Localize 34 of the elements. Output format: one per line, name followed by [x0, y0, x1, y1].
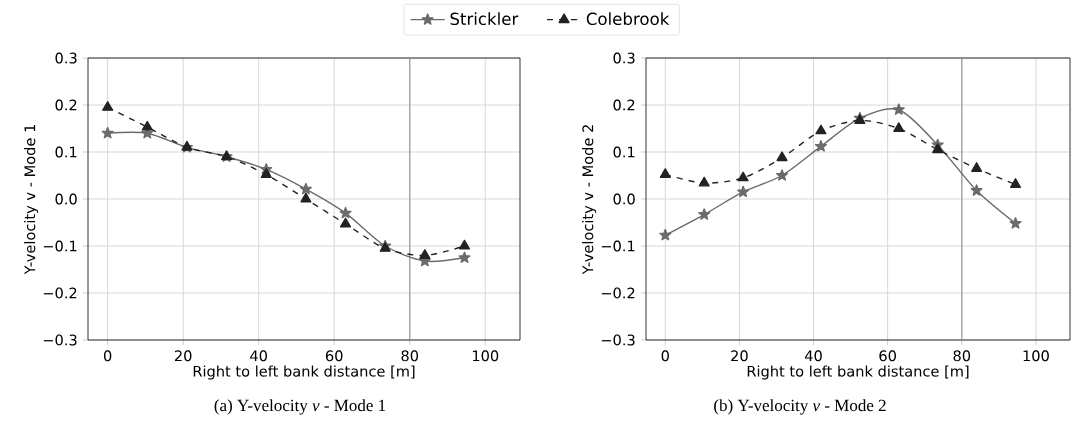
x-tick-label: 60	[325, 350, 343, 362]
x-tick-label: 80	[401, 350, 419, 362]
x-tick-label: 100	[1023, 350, 1049, 362]
x-tick-label: 100	[472, 350, 499, 362]
x-tick-label: 80	[953, 350, 971, 362]
x-tick-label: 40	[804, 350, 822, 362]
x-tick-label: 20	[731, 350, 748, 362]
legend-label: Strickler	[450, 12, 519, 26]
y-tick-label: −0.1	[43, 240, 77, 252]
y-tick-label: 0.2	[55, 99, 77, 111]
x-axis-title: Right to left bank distance [m]	[747, 365, 969, 380]
y-tick-label: 0.3	[55, 52, 77, 64]
y-tick-label: −0.2	[601, 287, 635, 299]
x-tick-label: 0	[661, 350, 669, 362]
y-tick-label: 0.3	[613, 52, 635, 64]
y-tick-label: −0.2	[43, 287, 77, 299]
legend-label: Colebrook	[586, 12, 670, 26]
y-tick-label: 0.1	[55, 146, 77, 158]
text: (b) Y-velocity v - Mode 2	[714, 399, 886, 415]
y-tick-label: −0.3	[43, 334, 77, 346]
y-axis-title: Y-velocity v - Mode 1	[24, 125, 39, 275]
x-tick-label: 0	[103, 350, 112, 362]
x-axis-title: Right to left bank distance [m]	[193, 365, 415, 380]
x-tick-label: 20	[174, 350, 192, 362]
y-tick-label: 0.0	[55, 193, 77, 205]
x-tick-label: 60	[879, 350, 896, 362]
y-tick-label: −0.1	[601, 240, 635, 252]
y-tick-label: 0.2	[613, 99, 635, 111]
y-axis-title: Y-velocity v - Mode 2	[582, 125, 597, 275]
y-tick-label: 0.0	[613, 193, 635, 205]
text: (a) Y-velocity v - Mode 1	[214, 399, 386, 415]
y-tick-label: −0.3	[601, 334, 635, 346]
x-tick-label: 40	[250, 350, 267, 362]
y-tick-label: 0.1	[613, 146, 635, 158]
